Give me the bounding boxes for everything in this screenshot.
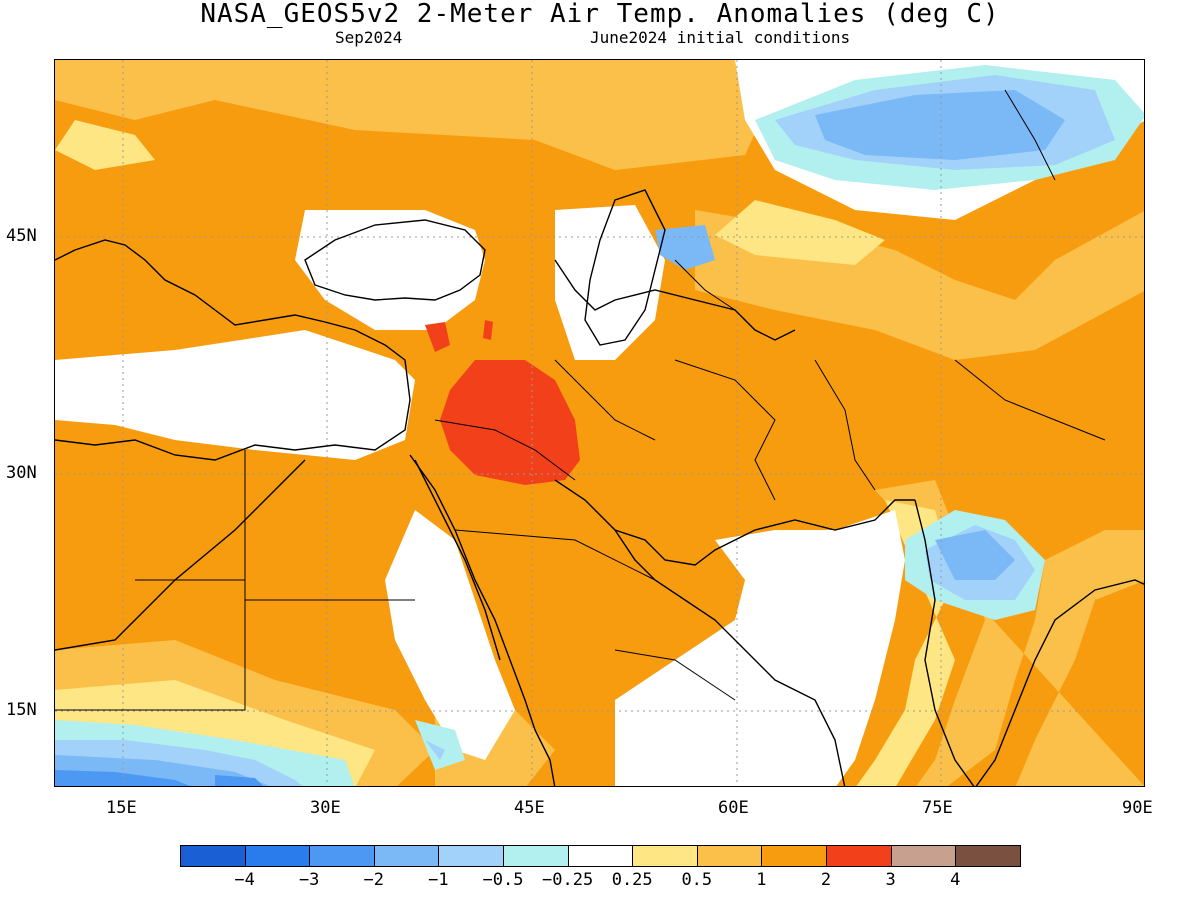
colorbar-label: −1 xyxy=(428,870,449,890)
colorbar-label: 4 xyxy=(950,870,961,890)
colorbar-label: 0.5 xyxy=(681,870,713,890)
colorbar-label: −0.25 xyxy=(542,870,594,890)
coastlines xyxy=(55,189,1144,786)
colorbar-label: −2 xyxy=(363,870,385,890)
anomaly-map xyxy=(54,59,1145,787)
colorbar-label: −0.5 xyxy=(482,870,524,890)
y-tick-label: 30N xyxy=(6,463,37,483)
colorbar-label: −4 xyxy=(234,870,255,890)
colorbar-swatch xyxy=(890,845,957,867)
x-tick-label: 90E xyxy=(1122,798,1153,818)
colorbar-label: 1 xyxy=(756,870,767,890)
colorbar-swatch xyxy=(567,845,634,867)
political-borders xyxy=(55,89,1106,711)
anomaly-fill-minus2-minus1 xyxy=(55,90,1065,786)
map-canvas xyxy=(55,60,1144,786)
y-tick-label: 15N xyxy=(6,700,37,720)
colorbar-label: 3 xyxy=(885,870,896,890)
anomaly-fill-minus3-minus2 xyxy=(55,770,263,786)
colorbar-swatch xyxy=(955,845,1021,867)
colorbar-swatch xyxy=(826,845,892,867)
colorbar-swatch xyxy=(632,845,698,867)
colorbar-swatch xyxy=(309,845,375,867)
colorbar-swatch xyxy=(761,845,827,867)
x-tick-label: 75E xyxy=(922,798,953,818)
x-tick-label: 30E xyxy=(310,798,341,818)
colorbar-label: −3 xyxy=(298,870,320,890)
x-tick-label: 15E xyxy=(106,798,137,818)
colorbar-label: 0.25 xyxy=(611,870,653,890)
valid-month-label: Sep2024 xyxy=(335,28,403,47)
anomaly-fill-2-3 xyxy=(425,320,580,485)
colorbar-swatch xyxy=(180,845,246,867)
chart-title: NASA_GEOS5v2 2-Meter Air Temp. Anomalies… xyxy=(200,0,1000,29)
colorbar-swatch xyxy=(244,845,311,867)
x-tick-label: 60E xyxy=(718,798,749,818)
map-grid xyxy=(55,60,1144,786)
colorbar-swatch xyxy=(696,845,763,867)
x-tick-label: 45E xyxy=(514,798,545,818)
colorbar-swatch xyxy=(503,845,569,867)
y-tick-label: 45N xyxy=(6,226,37,246)
colorbar-label: 2 xyxy=(820,870,832,890)
colorbar-swatch xyxy=(438,845,504,867)
init-conditions-label: June2024 initial conditions xyxy=(590,28,851,47)
colorbar-swatch xyxy=(373,845,440,867)
